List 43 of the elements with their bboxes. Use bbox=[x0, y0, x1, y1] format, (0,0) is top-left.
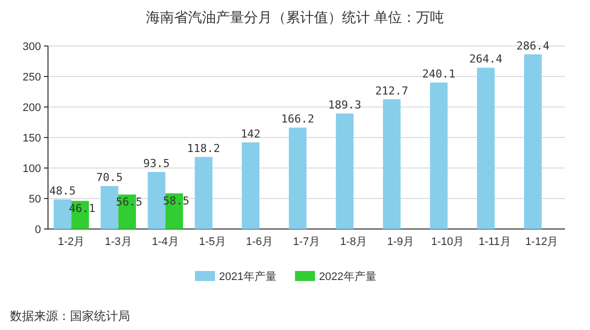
legend-label: 2021年产量 bbox=[219, 270, 276, 283]
data-label: 70.5 bbox=[96, 170, 123, 184]
x-tick-label: 1-4月 bbox=[152, 236, 179, 248]
x-tick-label: 1-9月 bbox=[387, 236, 414, 248]
x-tick-label: 1-10月 bbox=[431, 236, 464, 248]
data-label: 142 bbox=[240, 127, 261, 140]
bar bbox=[336, 114, 354, 229]
bar bbox=[477, 68, 495, 229]
bar bbox=[288, 128, 306, 229]
y-tick-label: 100 bbox=[22, 163, 41, 175]
bar bbox=[148, 172, 166, 229]
bar bbox=[430, 82, 448, 229]
y-tick-label: 200 bbox=[22, 102, 41, 114]
bar bbox=[382, 99, 401, 229]
x-tick-label: 1-12月 bbox=[525, 236, 558, 248]
y-tick-label: 150 bbox=[22, 132, 41, 144]
data-label: 48.5 bbox=[49, 184, 76, 198]
data-label: 166.2 bbox=[281, 112, 314, 126]
data-label: 118.2 bbox=[187, 142, 220, 155]
source-note: 数据来源：国家统计局 bbox=[10, 309, 130, 323]
bar bbox=[524, 54, 542, 229]
x-tick-label: 1-2月 bbox=[58, 236, 85, 248]
chart-title: 海南省汽油产量分月（累计值）统计 单位：万吨 bbox=[146, 9, 444, 25]
x-tick-label: 1-5月 bbox=[198, 236, 226, 248]
data-label: 189.3 bbox=[328, 98, 362, 112]
x-tick-label: 1-6月 bbox=[246, 236, 273, 248]
x-tick-label: 1-3月 bbox=[104, 236, 132, 248]
x-tick-label: 1-11月 bbox=[478, 236, 511, 248]
bar bbox=[194, 156, 212, 229]
x-tick-label: 1-7月 bbox=[293, 236, 320, 248]
data-label: 240.1 bbox=[422, 68, 456, 81]
x-tick-label: 1-8月 bbox=[340, 236, 367, 248]
bar bbox=[100, 186, 118, 229]
data-label: 93.5 bbox=[143, 156, 170, 170]
y-tick-label: 50 bbox=[28, 194, 41, 206]
data-label: 212.7 bbox=[375, 84, 408, 98]
data-label: 286.4 bbox=[516, 39, 550, 52]
y-tick-label: 250 bbox=[22, 72, 41, 84]
y-tick-label: 300 bbox=[22, 41, 41, 53]
bar bbox=[242, 142, 260, 229]
data-label: 264.4 bbox=[469, 52, 503, 66]
legend-label: 2022年产量 bbox=[319, 270, 376, 283]
y-tick-label: 0 bbox=[34, 224, 41, 236]
